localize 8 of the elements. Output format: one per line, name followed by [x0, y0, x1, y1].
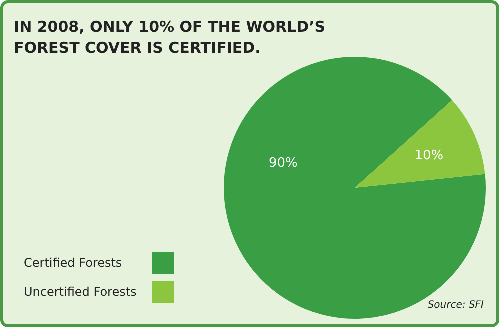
slice-label: Certified Forests [24, 256, 122, 270]
pie-slice [224, 57, 486, 319]
data-label: 90% [269, 156, 298, 172]
chart-title: IN 2008, ONLY 10% OF THE WORLD’S FOREST COVER IS CERTIFIED. [14, 18, 326, 57]
legend-label: Uncertified Forests [24, 285, 137, 299]
source-note: Source: SFI [428, 300, 484, 311]
pie-slice [355, 100, 486, 188]
data-label: 10% [414, 148, 444, 164]
